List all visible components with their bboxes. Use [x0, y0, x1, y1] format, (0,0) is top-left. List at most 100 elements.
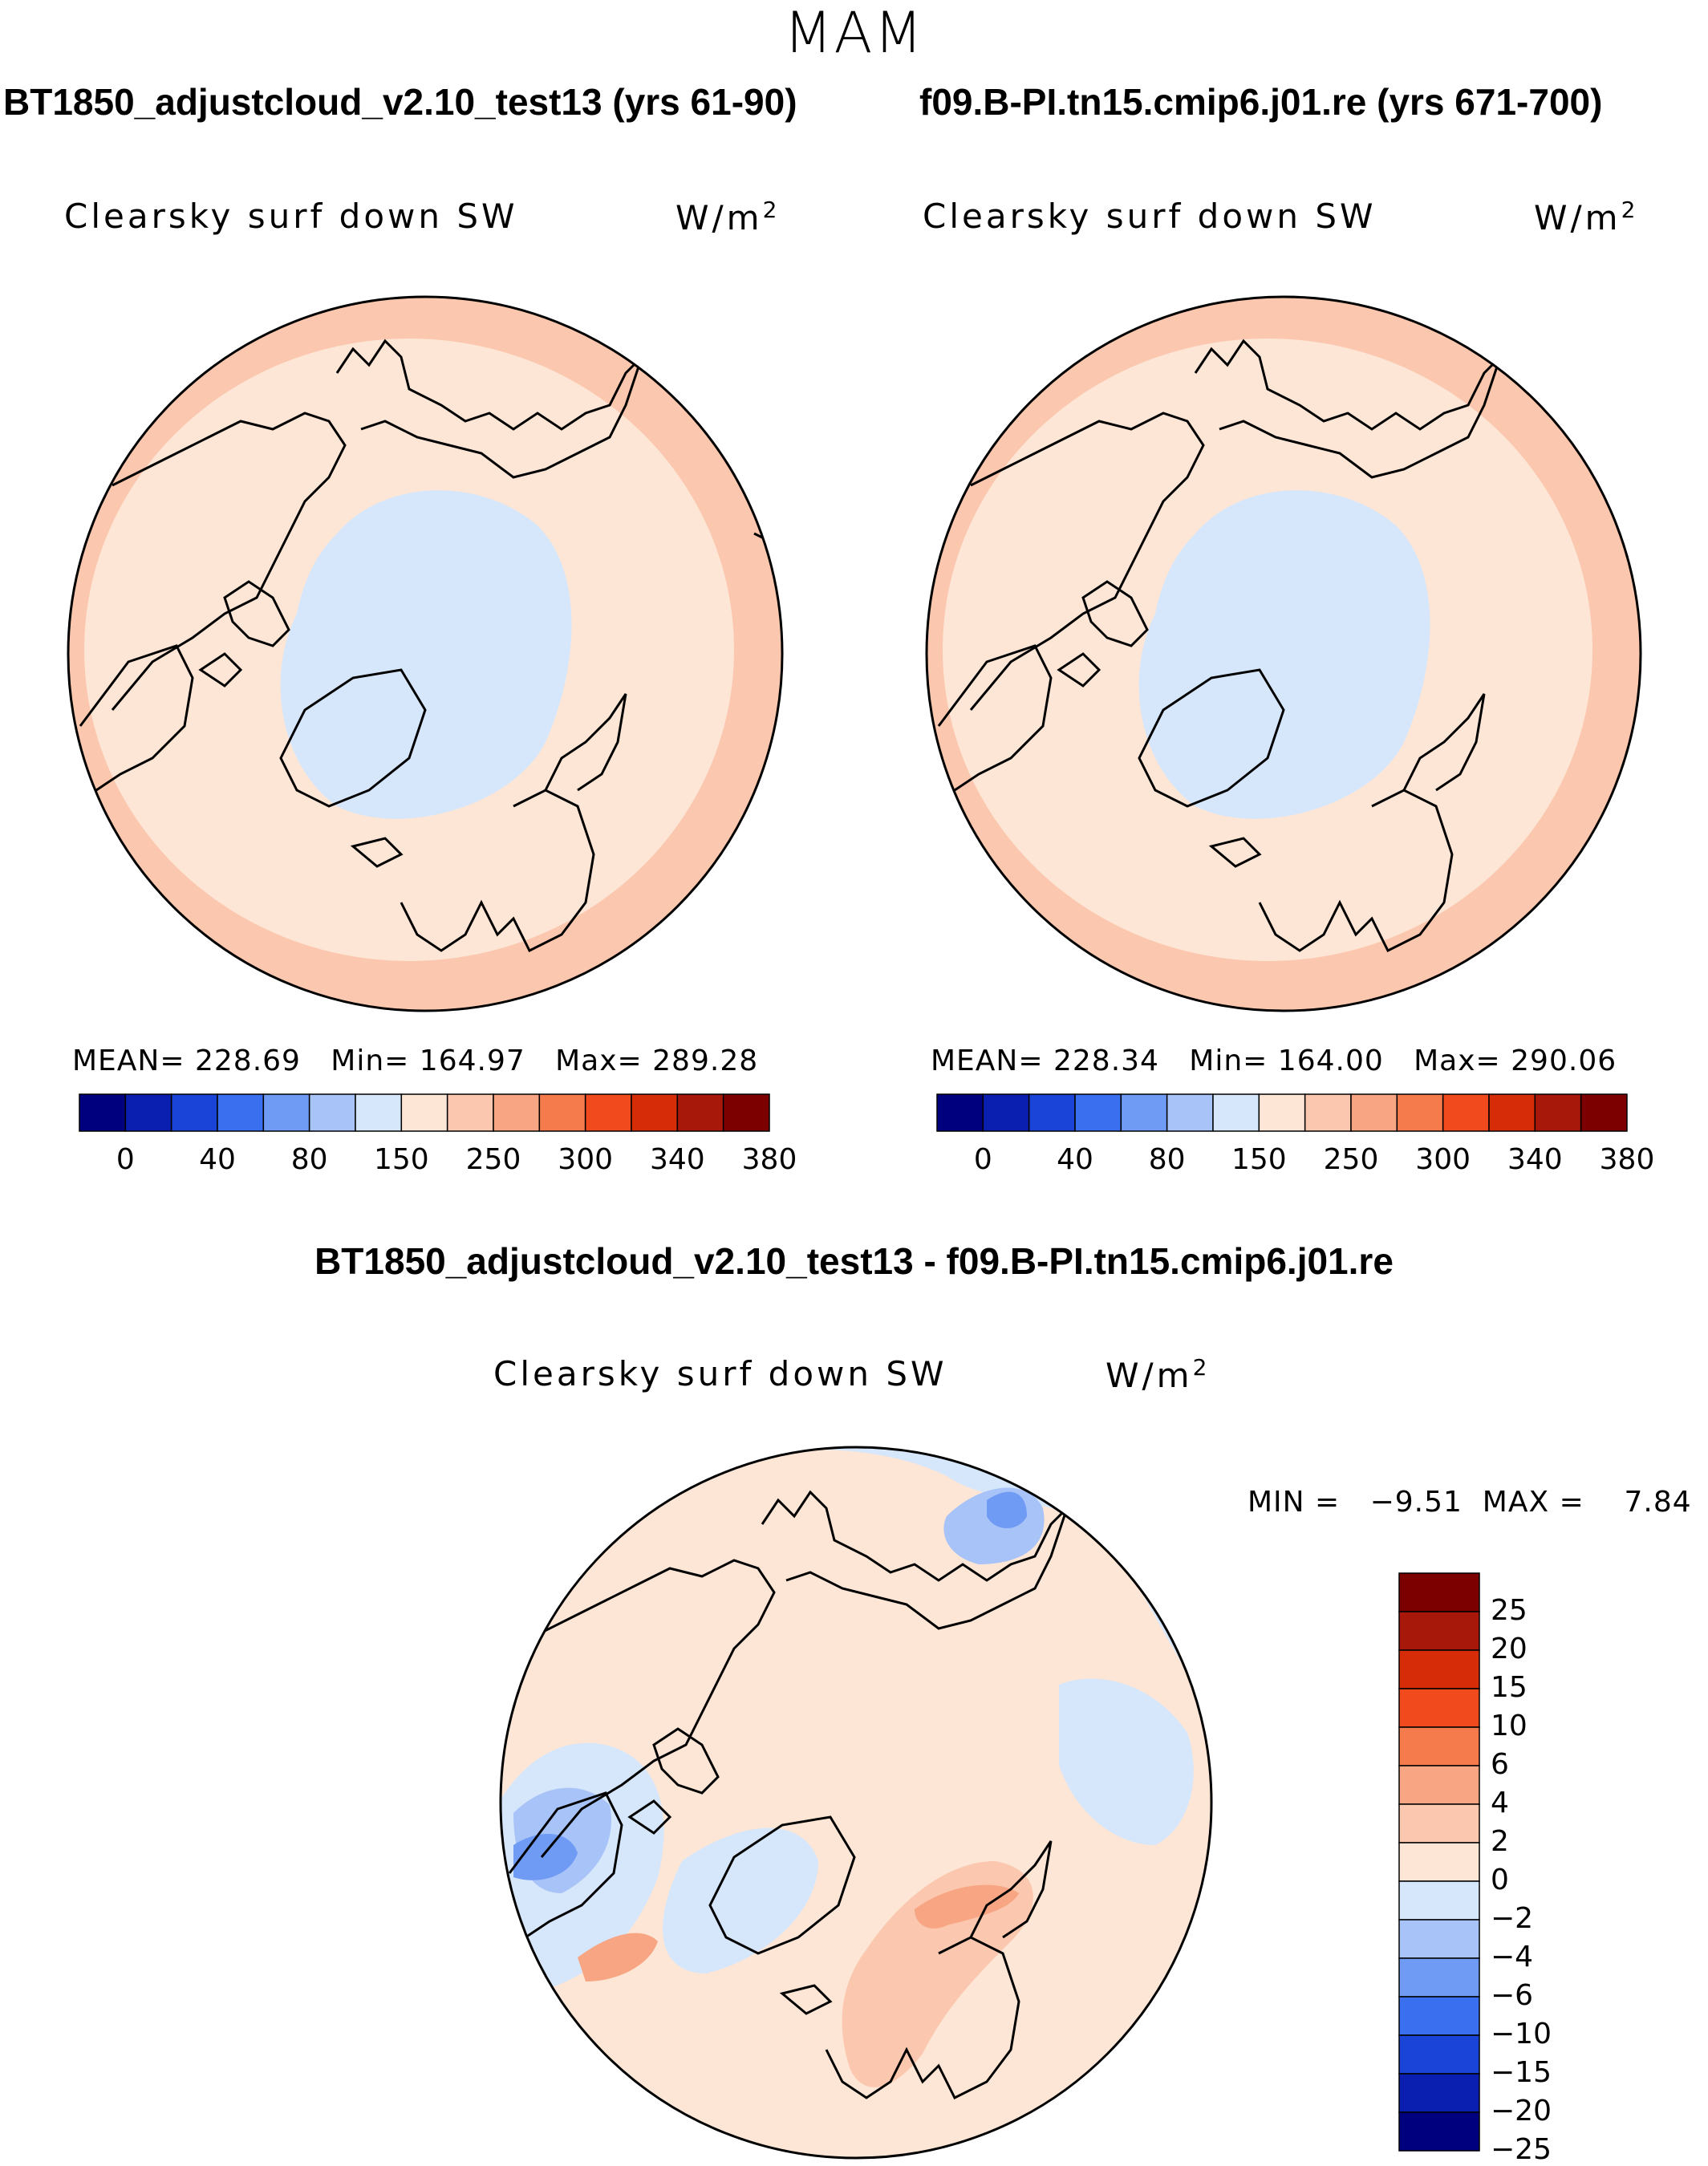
sw-band-inner [1138, 490, 1430, 819]
colorbar-tick-label: 150 [1231, 1143, 1287, 1176]
pos-patch-sw [578, 1933, 658, 1981]
coastline-scandinavia [969, 1840, 1053, 1939]
colorbar-tick-label: 300 [558, 1143, 614, 1176]
coastline-scandinavia [1402, 693, 1486, 792]
colorbar-tick-label: −25 [1491, 2133, 1552, 2166]
colorbar-swatch [1398, 2034, 1480, 2075]
neg-patch-greenland [663, 1827, 818, 1973]
colorbar-swatch [676, 1093, 724, 1132]
colorbar-tick-label: 150 [373, 1143, 429, 1176]
colorbar-tick-label: 40 [1057, 1143, 1093, 1176]
coastline-north-america [540, 1559, 776, 1858]
pos-patch-europe [842, 1861, 1033, 2087]
colorbar-tick-label: 2 [1491, 1825, 1509, 1858]
coastline-iceland [779, 1984, 833, 2015]
coastline-north-america [969, 412, 1205, 711]
colorbar-tick-label: 250 [1323, 1143, 1379, 1176]
coastline-hudson [937, 644, 1053, 792]
colorbar-swatch [584, 1093, 632, 1132]
colorbar-swatch [1028, 1093, 1076, 1132]
colorbar-swatch [1120, 1093, 1168, 1132]
left-stats: MEAN= 228.69 Min= 164.97 Max= 289.28 [72, 1044, 759, 1077]
colorbar-swatch [308, 1093, 356, 1132]
colorbar-tick-label: 380 [741, 1143, 797, 1176]
colorbar-swatch [631, 1093, 679, 1132]
colorbar-tick-label: 6 [1491, 1748, 1509, 1781]
colorbar-tick-label: 340 [1507, 1143, 1563, 1176]
coastline-north-america [111, 412, 347, 711]
diff-colorbar [1398, 1572, 1480, 2152]
colorbar-tick-label: 0 [973, 1143, 992, 1176]
colorbar-swatch [1580, 1093, 1628, 1132]
colorbar-tick-label: 10 [1491, 1710, 1527, 1742]
colorbar-tick-label: 0 [1491, 1864, 1509, 1896]
colorbar-tick-label: −10 [1491, 2018, 1552, 2050]
right-run-title: f09.B-PI.tn15.cmip6.j01.re (yrs 671-700) [919, 81, 1603, 123]
left-colorbar-ticks: 0 40 80 150 250 300 340 380 [79, 1143, 797, 1183]
coastline-asia [1194, 339, 1502, 479]
colorbar-tick-label: 80 [1148, 1143, 1186, 1176]
coastline-archipelago [627, 1727, 720, 1835]
right-colorbar-ticks: 0 40 80 150 250 300 340 380 [936, 1143, 1654, 1183]
coastline-greenland [1138, 668, 1285, 808]
coastline-iceland [350, 837, 404, 868]
colorbar-tick-label: 25 [1491, 1594, 1527, 1627]
coastline-iceland [1208, 837, 1262, 868]
diff-polar-map [499, 1446, 1213, 2160]
colorbar-swatch [538, 1093, 586, 1132]
diff-variable-label: Clearsky surf down SW [493, 1354, 947, 1393]
coastline-asia [335, 339, 643, 479]
colorbar-tick-label: 40 [199, 1143, 236, 1176]
right-units-label: W/m2 [1534, 197, 1639, 237]
coastline-europe [825, 1936, 1020, 2100]
colorbar-tick-label: 80 [290, 1143, 328, 1176]
pos-patch-europe-core [915, 1884, 1019, 1929]
colorbar-swatch [936, 1093, 984, 1132]
right-polar-map [925, 295, 1642, 1012]
colorbar-swatch [1074, 1093, 1122, 1132]
colorbar-tick-label: −2 [1491, 1902, 1534, 1935]
colorbar-swatch [355, 1093, 403, 1132]
colorbar-tick-label: −6 [1491, 1979, 1534, 2012]
colorbar-tick-label: −20 [1491, 2095, 1552, 2127]
colorbar-tick-label: −4 [1491, 1941, 1534, 1973]
sw-band-inner [280, 490, 572, 819]
coastline-archipelago [198, 580, 290, 688]
colorbar-swatch [1304, 1093, 1352, 1132]
colorbar-swatch [1350, 1093, 1398, 1132]
coastline-europe [400, 789, 595, 953]
colorbar-swatch [170, 1093, 218, 1132]
coastline-europe [1258, 789, 1454, 953]
left-polar-map [67, 295, 784, 1012]
coastline-scandinavia [544, 693, 627, 792]
diff-units-label: W/m2 [1106, 1354, 1211, 1395]
colorbar-swatch [1534, 1093, 1582, 1132]
colorbar-swatch [1398, 1919, 1480, 1959]
right-colorbar [936, 1093, 1628, 1132]
colorbar-swatch [124, 1093, 172, 1132]
colorbar-swatch [1258, 1093, 1306, 1132]
colorbar-swatch [1488, 1093, 1536, 1132]
left-run-title: BT1850_adjustcloud_v2.10_test13 (yrs 61-… [3, 81, 797, 123]
colorbar-swatch [400, 1093, 448, 1132]
coastline-asia [761, 1490, 1069, 1630]
season-title: MAM [784, 0, 924, 66]
diff-stats: MIN = −9.51 MAX = 7.84 [1248, 1486, 1692, 1519]
left-units-label: W/m2 [675, 197, 781, 237]
colorbar-tick-label: −15 [1491, 2056, 1552, 2089]
colorbar-swatch [1398, 1803, 1480, 1844]
neg-patch-east [1059, 1678, 1194, 1845]
coastline-greenland [708, 1815, 856, 1955]
right-stats: MEAN= 228.34 Min= 164.00 Max= 290.06 [931, 1044, 1617, 1077]
colorbar-tick-label: 380 [1599, 1143, 1655, 1176]
colorbar-swatch [1396, 1093, 1444, 1132]
colorbar-swatch [1398, 1726, 1480, 1766]
colorbar-tick-label: 15 [1491, 1671, 1527, 1704]
colorbar-tick-label: 4 [1491, 1787, 1509, 1819]
colorbar-swatch [446, 1093, 494, 1132]
difference-title: BT1850_adjustcloud_v2.10_test13 - f09.B-… [314, 1240, 1394, 1282]
coastline-greenland [279, 668, 427, 808]
colorbar-tick-label: 300 [1415, 1143, 1471, 1176]
right-variable-label: Clearsky surf down SW [923, 197, 1377, 236]
colorbar-swatch [1212, 1093, 1260, 1132]
